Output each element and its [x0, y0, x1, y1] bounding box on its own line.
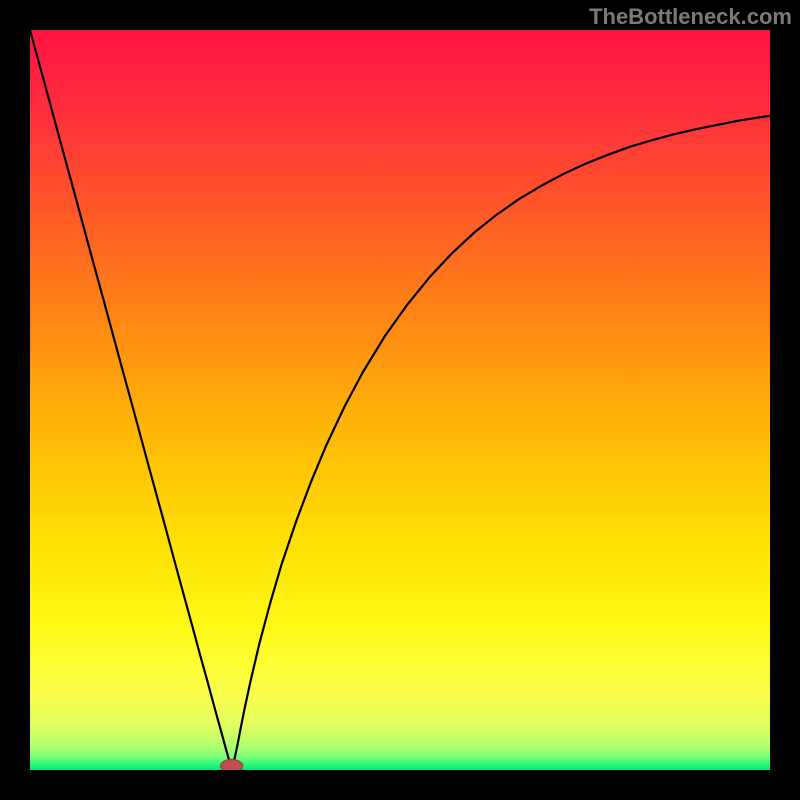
plot-area — [30, 30, 770, 770]
watermark-text: TheBottleneck.com — [589, 4, 792, 30]
plot-svg — [30, 30, 770, 770]
minimum-marker — [221, 759, 243, 770]
chart-container: TheBottleneck.com — [0, 0, 800, 800]
gradient-background — [30, 30, 770, 770]
